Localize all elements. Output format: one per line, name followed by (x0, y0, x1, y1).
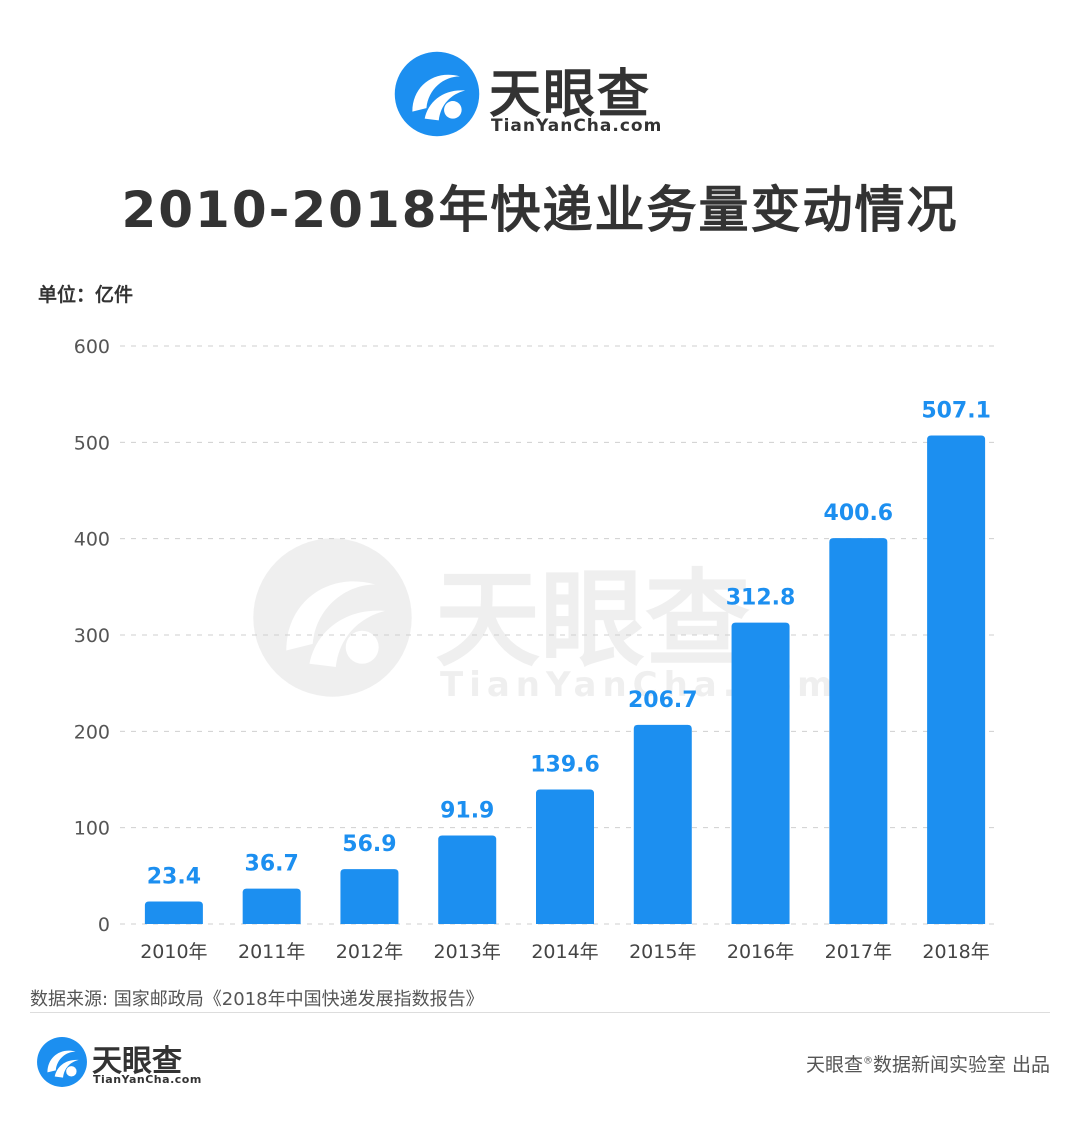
header-logo: 天眼查 TianYanCha.com (393, 50, 703, 140)
tianyancha-logo-icon (394, 51, 480, 137)
value-label-4: 139.6 (530, 753, 600, 778)
value-label-3: 91.9 (440, 798, 494, 823)
bar-1 (242, 888, 301, 924)
y-tick-label-0: 0 (98, 914, 110, 936)
y-tick-label-4: 400 (74, 529, 110, 551)
x-tick-label-3: 2013年 (434, 941, 501, 963)
x-tick-label-1: 2011年 (238, 941, 305, 963)
footer-logo: 天眼查 TianYanCha.com (36, 1036, 236, 1096)
footer-divider (30, 1012, 1050, 1013)
bar-0 (144, 901, 203, 924)
x-axis: 2010年 2011年 2012年 2013年 2014年 2015年 2016年 2017年… (140, 941, 990, 963)
unit-label: 单位：亿件 (38, 284, 134, 306)
data-source: 数据来源: 国家邮政局《2018年中国快递发展指数报告》 (30, 989, 484, 1010)
x-tick-label-8: 2018年 (922, 941, 989, 963)
chart-title: 2010-2018年快递业务量变动情况 (121, 181, 959, 239)
brand-name-en: TianYanCha.com (491, 116, 663, 136)
value-label-6: 312.8 (726, 586, 796, 611)
bar-7 (829, 538, 888, 924)
x-tick-label-7: 2017年 (825, 941, 892, 963)
y-tick-label-1: 100 (74, 818, 110, 840)
value-label-2: 56.9 (342, 832, 396, 857)
bar-3 (438, 835, 497, 924)
bar-4 (536, 789, 594, 924)
credit-suffix: 数据新闻实验室 出品 (872, 1054, 1050, 1076)
y-tick-label-2: 200 (74, 721, 110, 743)
value-label-5: 206.7 (628, 688, 698, 713)
value-label-8: 507.1 (921, 398, 991, 423)
x-tick-label-4: 2014年 (531, 941, 598, 963)
registered-mark: ® (862, 1055, 873, 1067)
value-labels: 23.4 36.7 56.9 91.9 139.6 206.7 312.8 400.6 507.… (147, 398, 991, 889)
y-axis: 0 100 200 300 400 500 600 (74, 336, 110, 936)
credit-prefix: 天眼查 (805, 1054, 863, 1076)
value-label-1: 36.7 (245, 852, 299, 877)
footer-brand-cn: 天眼查 (92, 1044, 182, 1079)
bar-2 (340, 869, 399, 924)
bar-chart: 0 100 200 300 400 500 600 23.4 36.7 56.9 91.9 139.… (74, 336, 1000, 963)
bar-6 (731, 622, 790, 924)
x-tick-label-2: 2012年 (336, 941, 403, 963)
value-label-7: 400.6 (824, 501, 894, 526)
bar-5 (633, 724, 692, 924)
x-tick-label-6: 2016年 (727, 941, 794, 963)
x-tick-label-0: 2010年 (140, 941, 207, 963)
y-tick-label-5: 500 (74, 432, 110, 454)
footer-brand-en: TianYanCha.com (93, 1073, 202, 1086)
y-tick-label-3: 300 (74, 625, 110, 647)
y-tick-label-6: 600 (74, 336, 110, 358)
brand-name-cn: 天眼查 (489, 65, 652, 125)
credit-text: 天眼查®数据新闻实验室 出品 (806, 1050, 1050, 1077)
footer-logo-icon (37, 1037, 87, 1087)
value-label-0: 23.4 (147, 864, 201, 889)
bars (144, 435, 986, 924)
x-tick-label-5: 2015年 (629, 941, 696, 963)
bar-8 (927, 435, 986, 924)
